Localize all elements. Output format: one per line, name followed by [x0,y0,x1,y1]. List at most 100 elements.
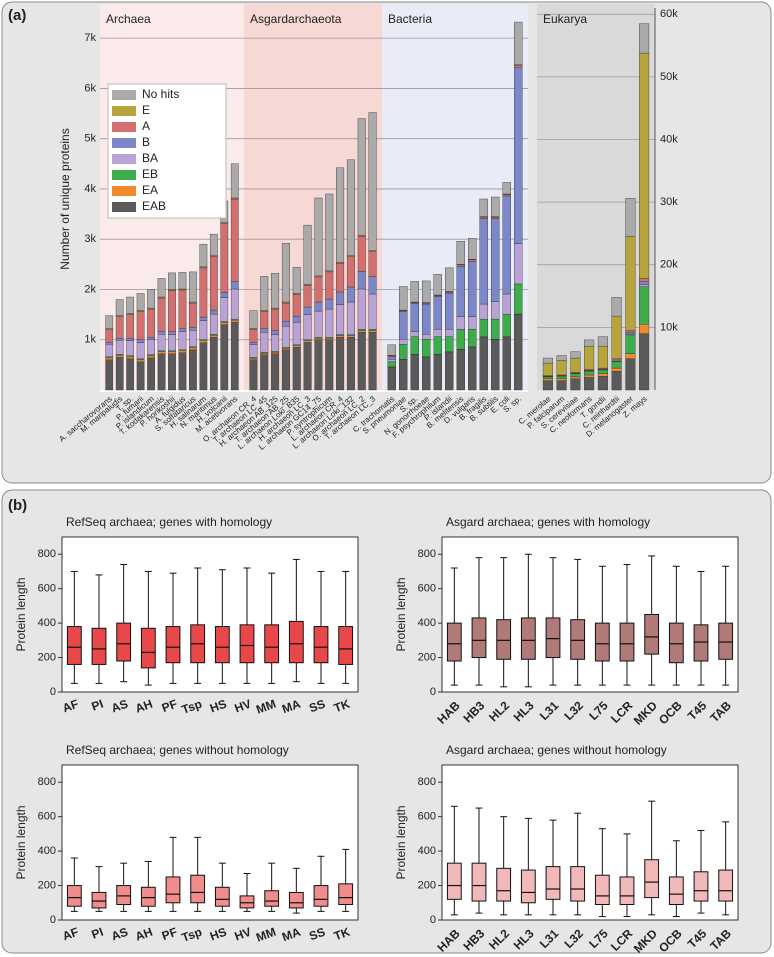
bar-segment [433,274,442,296]
bar-segment [368,112,377,251]
bar-segment [456,328,465,350]
bar-segment [230,163,239,199]
bar-segment [387,361,396,368]
legend-swatch [112,202,136,212]
x-tick-label: PF [160,925,179,943]
box [116,622,132,662]
bar-segment [479,303,488,320]
bar-segment [189,329,197,347]
bar-segment [468,316,477,330]
y-tick-label: 200 [418,651,436,663]
bar-segment [456,266,465,317]
bar-segment [249,328,258,343]
bar-segment [189,349,197,391]
bar-segment [303,306,312,315]
bar-segment [249,342,258,345]
x-tick-label: HS [208,925,228,944]
bar-segment [168,290,176,332]
bar-segment [136,361,145,391]
y-axis-label: Protein length [14,577,28,651]
legend-label: B [142,135,150,149]
bar-segment [220,324,229,391]
bar-segment [271,334,280,352]
bar-segment [325,298,334,310]
bar-segment [325,339,334,391]
bar-segment [303,340,312,343]
bar-segment [126,314,135,339]
bar-segment [639,281,650,285]
box [619,622,635,662]
bar-segment [346,256,355,288]
bar-segment [542,380,553,391]
bar-segment [314,197,323,277]
bar-segment [281,320,290,327]
bar-segment [230,321,239,391]
y-tick-label: 4k [84,183,96,195]
bar-segment [445,267,454,292]
y-tick-label: 3k [84,233,96,245]
bar-segment [456,316,465,330]
box [594,874,610,906]
bar-segment [387,356,396,360]
y-tick-label: 1k [84,334,96,346]
box [165,626,181,664]
bar-segment [584,374,595,378]
bar-segment [368,328,377,331]
chart-title: RefSeq archaea; genes without homology [66,743,289,757]
bar-segment [178,328,187,332]
x-tick-label: SS [307,697,327,716]
box [239,895,255,909]
bar-segment [303,314,312,340]
bar-segment [281,243,290,303]
bar-segment [399,339,408,345]
box [313,885,329,907]
bar-segment [357,328,366,331]
y-axis-label: Protein length [394,805,408,879]
y-tick-label: 400 [38,617,56,629]
bar-segment [199,244,208,268]
y-tick-label: 2k [84,283,96,295]
bar-segment [570,378,581,391]
bar-segment [584,339,595,347]
legend-label: EA [142,183,158,197]
y-tick-label: 600 [418,583,436,595]
bar-segment [271,273,280,309]
bar-segment [514,67,523,244]
bar-segment [611,315,622,359]
legend-label: BA [142,151,158,165]
y-tick-label: 0 [430,914,436,926]
bar-segment [157,353,166,391]
bar-segment [260,311,269,329]
bar-segment [639,52,650,279]
y-tick-label: 800 [418,776,436,788]
bar-segment [639,23,650,54]
bar-segment [625,198,636,237]
box [338,626,354,665]
bar-segment [230,288,239,320]
bar-segment [325,308,334,338]
x-tick-label: Tsp [180,925,204,945]
bar-segment [147,308,155,338]
bar-segment [199,320,208,340]
bar-segment [115,340,124,355]
bar-segment [387,367,396,391]
bar-segment [542,362,553,376]
box [66,626,82,665]
bar-segment [597,373,608,377]
bar-segment [456,349,465,391]
bar-segment [410,281,419,303]
bar-segment [368,293,377,330]
bar-segment [189,271,197,303]
bar-segment [271,353,280,391]
bar-segment [249,358,258,361]
bar-segment [105,357,114,361]
bar-segment [126,356,135,360]
bar-segment [314,276,323,303]
box [338,883,354,905]
x-tick-label: MA [280,697,303,717]
box [570,619,586,660]
bar-segment [260,327,269,333]
y-tick-label: 800 [38,776,56,788]
bar-segment [220,322,229,325]
bar-segment [502,337,511,391]
